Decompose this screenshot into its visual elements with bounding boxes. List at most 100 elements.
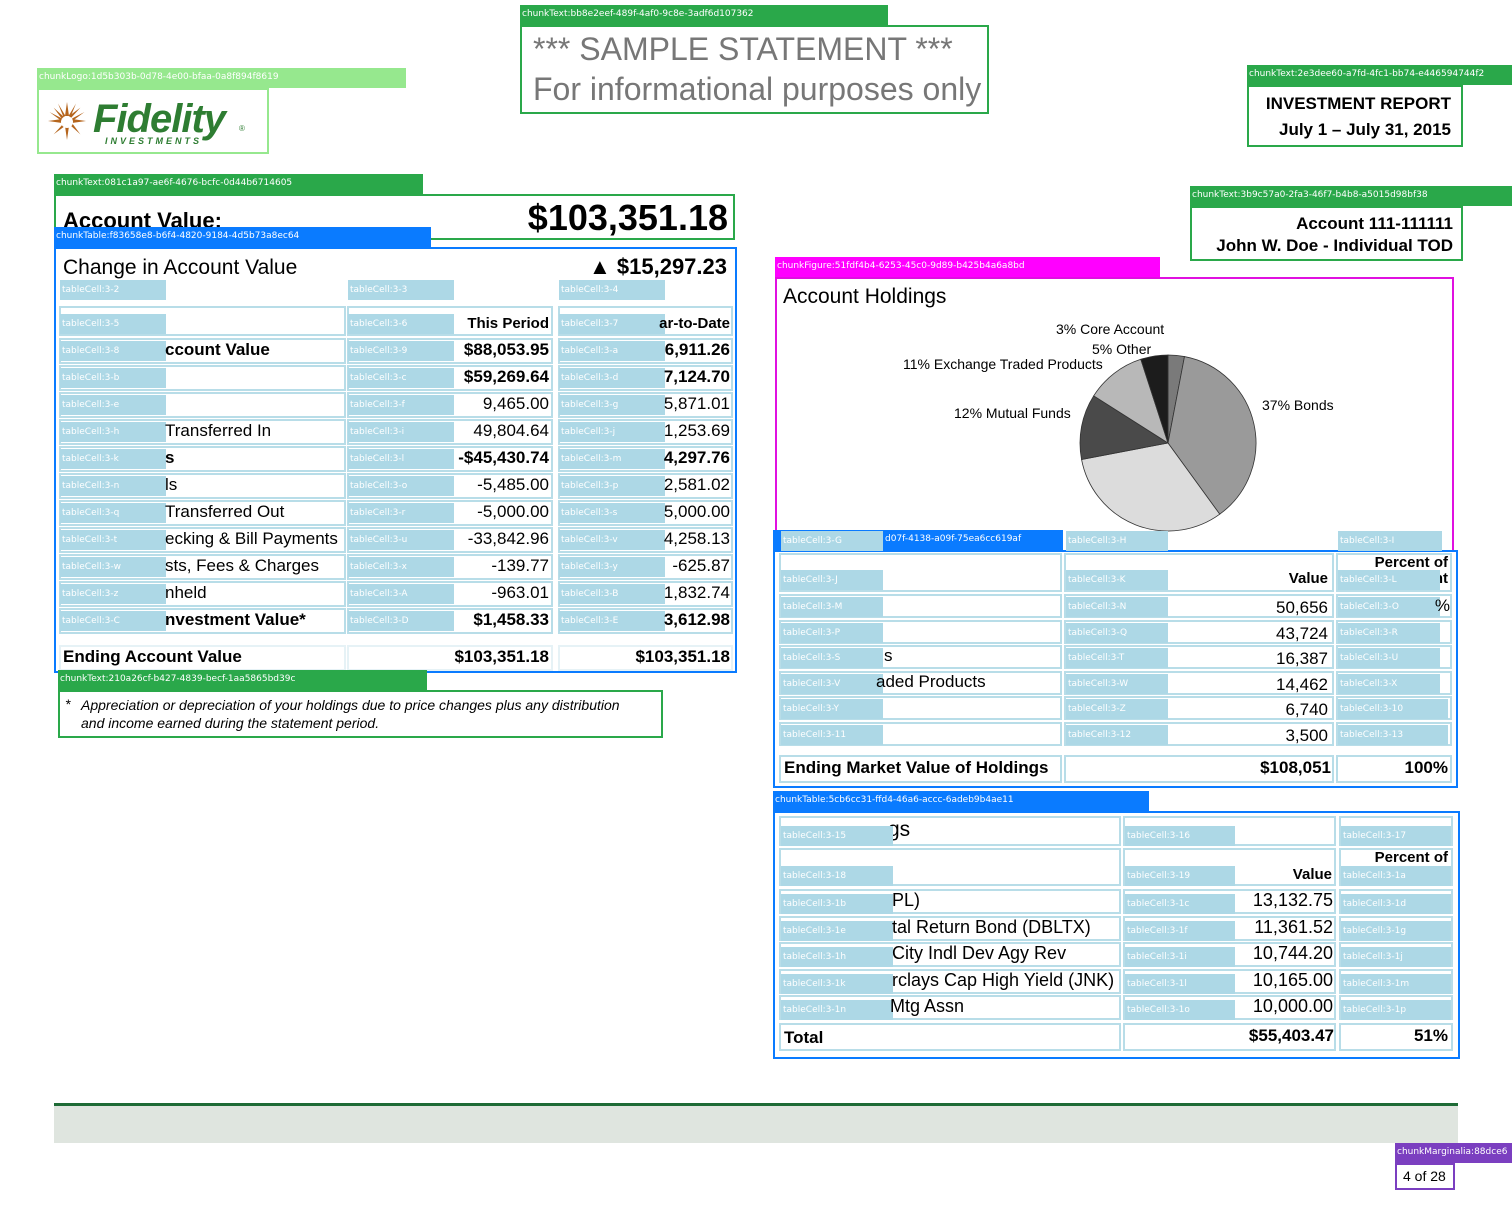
row-year-to-date: 6,911.26 — [664, 340, 730, 359]
row-year-to-date: 5,871.01 — [663, 394, 730, 413]
row-year-to-date: 4,297.76 — [663, 448, 730, 467]
holding-value: 3,500 — [1285, 725, 1328, 745]
pie-label-exchange-traded: 11% Exchange Traded Products — [903, 356, 1103, 372]
cell-annotation-tag: tableCell:3-q — [60, 503, 166, 523]
table-cell — [1336, 755, 1452, 783]
annotation-tag-value: chunkText:081c1a97-ae6f-4676-bcfc-0d44b6… — [54, 174, 423, 194]
table-cell — [779, 755, 1062, 783]
cell-annotation-tag: tableCell:3-w — [60, 557, 166, 577]
sample-line-1: *** SAMPLE STATEMENT *** — [533, 31, 953, 67]
cell-annotation-tag: tableCell:3-X — [1338, 673, 1440, 694]
cell-annotation-tag: tableCell:3-l — [348, 449, 454, 469]
logo-subtext: INVESTMENTS — [105, 136, 203, 146]
holding-label: aded Products — [876, 671, 986, 691]
row-this-period: $59,269.64 — [463, 367, 549, 386]
cell-annotation-tag: tableCell:3-1a — [1341, 866, 1451, 886]
row-this-period: $1,458.33 — [473, 610, 549, 629]
table-cell — [1339, 1023, 1453, 1051]
report-period: July 1 – July 31, 2015 — [1278, 120, 1451, 139]
cell-annotation-tag: tableCell:3-L — [1338, 570, 1440, 590]
annotation-tag-logo: chunkLogo:1d5b303b-0d78-4e00-bfaa-0a8f89… — [37, 68, 406, 88]
top-holding-label: City Indl Dev Agy Rev — [892, 943, 1067, 963]
cell-annotation-tag: tableCell:3-1d — [1341, 894, 1451, 914]
top-holdings-title: gs — [888, 818, 911, 841]
cell-annotation-tag: tableCell:3-8 — [60, 341, 166, 361]
pie-label-bonds: 37% Bonds — [1262, 397, 1334, 413]
col-percent-top: Percent of — [1374, 554, 1448, 571]
footnote-line-2: and income earned during the statement p… — [81, 715, 380, 731]
ending-market-percent: 100% — [1404, 758, 1448, 777]
row-label: nvestment Value* — [165, 610, 306, 629]
cell-annotation-tag: tableCell:3-J — [781, 570, 883, 590]
ending-this-period: $103,351.18 — [454, 647, 549, 666]
cell-annotation-tag: tableCell:3-18 — [781, 866, 893, 886]
row-label: ccount Value — [165, 340, 270, 359]
cell-annotation-tag: tableCell:3-Y — [781, 699, 883, 719]
holding-percent: % — [1434, 596, 1450, 615]
cell-annotation-tag: tableCell:3-y — [559, 557, 665, 577]
holding-value: 43,724 — [1276, 623, 1328, 643]
table-cell — [347, 645, 553, 671]
pie-slice-bonds — [1167, 356, 1257, 515]
cell-annotation-tag: tableCell:3-4 — [559, 280, 665, 300]
change-table-title: Change in Account Value — [63, 256, 298, 279]
cell-annotation-tag: tableCell:3-1f — [1125, 920, 1235, 941]
row-this-period: -139.77 — [491, 556, 549, 575]
change-amount: ▲ $15,297.23 — [589, 254, 727, 279]
row-year-to-date: 3,612.98 — [663, 610, 730, 629]
cell-annotation-tag: tableCell:3-1i — [1125, 947, 1235, 967]
cell-annotation-tag: tableCell:3-u — [348, 530, 454, 550]
cell-annotation-tag: tableCell:3-k — [60, 449, 166, 469]
row-this-period: -5,485.00 — [477, 475, 549, 494]
page-number-box: 4 of 28 — [1395, 1163, 1455, 1190]
top-holding-label: rclays Cap High Yield (JNK) — [892, 969, 1115, 990]
top-holdings-table — [773, 811, 1460, 1059]
account-value-amount: $103,351.18 — [527, 197, 728, 238]
cell-annotation-tag: tableCell:3-T — [1066, 648, 1168, 668]
cell-annotation-tag: tableCell:3-A — [348, 584, 454, 604]
top-holding-value: 10,744.20 — [1252, 943, 1333, 963]
cell-annotation-tag: tableCell:3-e — [60, 395, 166, 415]
table-cell — [1123, 1023, 1336, 1051]
row-this-period: -$45,430.74 — [458, 448, 549, 467]
top-holding-label: PL) — [892, 890, 921, 910]
cell-annotation-tag: tableCell:3-1p — [1341, 1000, 1451, 1020]
row-label: nheld — [165, 583, 207, 602]
holding-value: 50,656 — [1276, 598, 1328, 617]
footnote-line-1: Appreciation or depreciation of your hol… — [81, 697, 620, 713]
holdings-chart-title: Account Holdings — [783, 285, 947, 308]
cell-annotation-tag: tableCell:3-3 — [348, 280, 454, 300]
holdings-table — [773, 550, 1458, 788]
cell-annotation-tag: tableCell:3-s — [559, 503, 665, 523]
cell-annotation-tag: tableCell:3-H — [1066, 531, 1168, 551]
row-label: ls — [165, 475, 178, 494]
annotation-tag-table1: chunkTable:f83658e8-b6f4-4820-9184-4d5b7… — [54, 227, 431, 247]
annotation-tag-sample: chunkText:bb8e2eef-489f-4af0-9c8e-3adf6d… — [520, 5, 888, 25]
cell-annotation-tag: tableCell:3-10 — [1338, 699, 1448, 719]
cell-annotation-tag: tableCell:3-B — [559, 584, 665, 604]
sample-line-2: For informational purposes only — [533, 71, 982, 107]
cell-annotation-tag: tableCell:3-1n — [781, 1000, 893, 1020]
top-holding-value: 10,000.00 — [1252, 996, 1333, 1016]
cell-annotation-tag: tableCell:3-6 — [348, 314, 454, 334]
fidelity-sunburst-icon — [48, 102, 86, 140]
cell-annotation-tag: tableCell:3-j — [559, 422, 665, 442]
cell-annotation-tag: tableCell:3-p — [559, 476, 665, 496]
row-this-period: 9,465.00 — [482, 394, 549, 413]
cell-annotation-tag: tableCell:3-R — [1338, 622, 1440, 643]
cell-annotation-tag: tableCell:3-17 — [1341, 826, 1451, 846]
top-holding-value: 13,132.75 — [1252, 890, 1333, 910]
row-year-to-date: 4,258.13 — [663, 529, 730, 548]
cell-annotation-tag: tableCell:3-1g — [1341, 920, 1451, 941]
cell-annotation-tag: tableCell:3-K — [1066, 570, 1168, 590]
cell-annotation-tag: tableCell:3-1m — [1341, 973, 1451, 994]
annotation-tag-table3: chunkTable:5cb6cc31-ffd4-46a6-accc-6adeb… — [773, 791, 1149, 811]
pie-label-mutual-funds: 12% Mutual Funds — [954, 405, 1071, 421]
row-year-to-date: 5,000.00 — [663, 502, 730, 521]
pie-label-other: 5% Other — [1092, 341, 1152, 357]
cell-annotation-tag: tableCell:3-c — [348, 368, 454, 388]
footer-bar — [54, 1103, 1458, 1143]
cell-annotation-tag: tableCell:3-13 — [1338, 724, 1448, 745]
annotation-tag-footnote: chunkText:210a26cf-b427-4839-becf-1aa586… — [58, 670, 427, 690]
top-holding-value: 11,361.52 — [1254, 916, 1333, 937]
